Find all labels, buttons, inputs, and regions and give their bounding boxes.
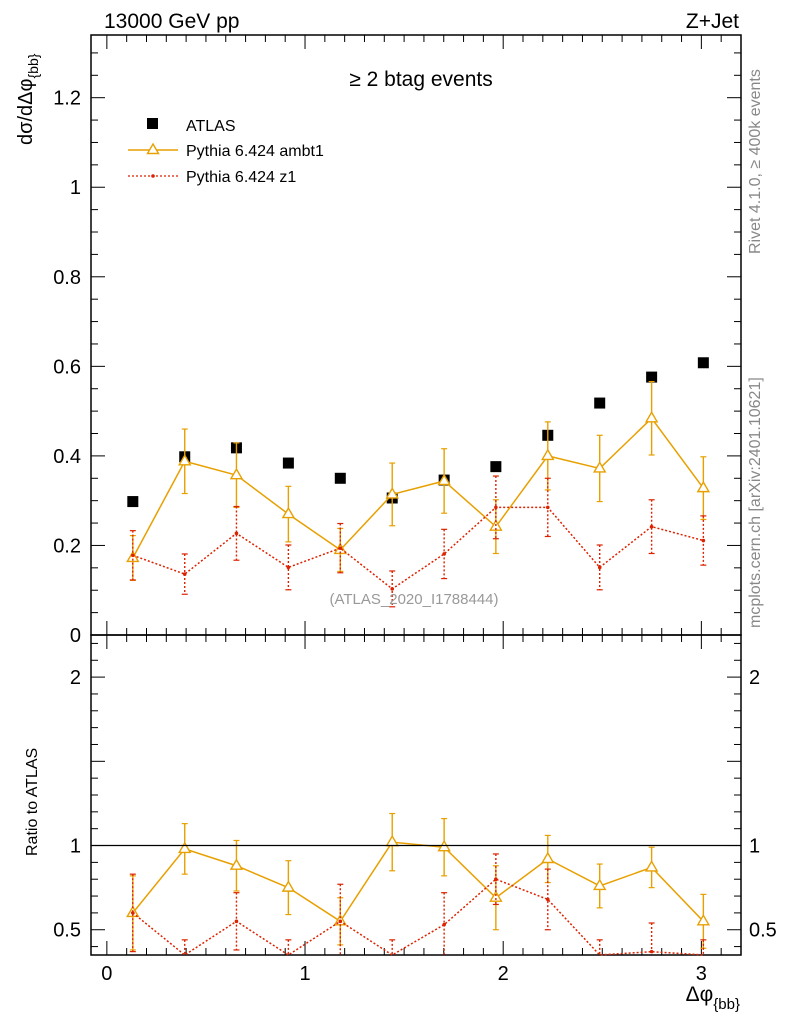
ratio-z1-point (494, 877, 498, 882)
legend-marker-atlas (147, 118, 158, 129)
ambt1-point (229, 467, 244, 480)
header-right: Z+Jet (686, 10, 739, 33)
y-axis-label: dσ/dΔφ{bb} (15, 53, 41, 145)
header-left: 13000 GeV pp (104, 10, 239, 33)
y-tick-label: 0.2 (53, 535, 81, 557)
ratio-y-tick-label: 2 (70, 667, 81, 689)
ambt1-point (592, 461, 607, 473)
ratio-line (132, 841, 704, 923)
ratio-y-tick-label: 0.5 (53, 920, 81, 942)
side-label-top: Rivet 4.1.0, ≥ 400k events (747, 69, 764, 254)
y-tick-label: 0 (70, 625, 81, 647)
axis-tick-labels: 0 1 2 3 0 0.2 0.4 0.6 0.8 1 1.2 0.5 0.5 1 1 2 2 (53, 88, 777, 985)
ambt1-point (541, 448, 555, 461)
x-axis-label: Δφ{bb} (686, 983, 740, 1013)
ratio-ambt1-point (281, 880, 296, 892)
ratio-y-tick-label-right: 1 (749, 836, 760, 858)
series-layer (126, 357, 711, 956)
x-tick-label: 2 (498, 963, 509, 985)
ratio-ambt1-point (644, 860, 659, 872)
series-1 (126, 380, 711, 951)
y-axis-label-main: dσ/dΔφ (15, 78, 37, 145)
ratio-panel-frame (90, 634, 742, 956)
legend: ATLAS Pythia 6.424 ambt1 Pythia 6.424 z1 (128, 118, 324, 186)
ratio-z1-point (131, 911, 135, 915)
z1-point (286, 565, 291, 570)
axis-ticks (91, 35, 741, 955)
y-tick-label: 0.8 (53, 267, 81, 289)
atlas-point (334, 472, 346, 484)
z1-point (545, 505, 550, 510)
legend-label-ambt1: Pythia 6.424 ambt1 (186, 143, 324, 160)
ambt1-point (644, 410, 659, 423)
z1-point (649, 524, 654, 529)
ratio-z1-point (338, 919, 343, 924)
ratio-ambt1-point (541, 851, 555, 864)
atlas-point (594, 397, 606, 409)
legend-label-atlas: ATLAS (186, 118, 236, 135)
ratio-ambt1-point (385, 834, 399, 847)
z1-point (131, 553, 135, 558)
x-axis-label-sub: {bb} (713, 996, 740, 1013)
z1-point (494, 505, 498, 510)
legend-label-z1: Pythia 6.424 z1 (186, 169, 296, 186)
z1-point (234, 531, 239, 536)
ratio-z1-point (545, 897, 550, 902)
ambt1-point (437, 473, 451, 486)
series-0 (127, 357, 709, 508)
ratio-z1-point (234, 919, 239, 924)
ratio-y-tick-label: 1 (70, 836, 81, 858)
ratio-ambt1-point (592, 878, 607, 891)
svg-text:dσ/dΔφ{bb}: dσ/dΔφ{bb} (15, 53, 41, 145)
ratio-line (132, 878, 704, 956)
ratio-ambt1-point (229, 858, 244, 870)
series-line (132, 506, 704, 590)
ratio-ambt1-point (489, 890, 503, 902)
atlas-point (646, 371, 658, 383)
atlas-point (490, 461, 502, 473)
z1-point (701, 538, 706, 543)
y-tick-label: 0.6 (53, 356, 81, 378)
ambt1-point (281, 506, 296, 519)
z1-point (390, 587, 395, 591)
ratio-y-axis-label: Ratio to ATLAS (24, 748, 41, 856)
y-tick-label: 0.4 (53, 446, 81, 468)
y-tick-label: 1.2 (53, 88, 81, 110)
series-line (132, 417, 704, 559)
z1-point (338, 546, 343, 550)
watermark: (ATLAS_2020_I1788444) (329, 591, 498, 608)
z1-point (182, 572, 187, 576)
x-axis-label-main: Δφ (686, 983, 714, 1006)
legend-marker-z1 (151, 174, 155, 178)
x-tick-label: 1 (299, 963, 310, 985)
ambt1-point (178, 453, 192, 466)
ratio-z1-point (649, 949, 654, 954)
legend-marker-ambt1 (146, 142, 160, 155)
z1-point (442, 552, 446, 556)
ratio-y-tick-label-right: 0.5 (749, 920, 777, 942)
ratio-z1-point (442, 922, 446, 927)
y-tick-label: 1 (70, 177, 81, 199)
z1-point (597, 565, 602, 570)
y-axis-label-sub: {bb} (25, 53, 41, 78)
side-label-bottom: mcplots.cern.ch [arXiv:2401.10621] (747, 377, 764, 628)
panel-title: ≥ 2 btag events (349, 68, 492, 91)
atlas-point (697, 357, 709, 369)
ratio-ambt1-point (696, 913, 711, 926)
x-tick-label: 0 (101, 963, 112, 985)
ambt1-point (696, 480, 711, 493)
ratio-ambt1-point (178, 841, 192, 854)
ratio-y-tick-label-right: 2 (749, 667, 760, 689)
atlas-point (282, 457, 294, 469)
series-2 (129, 475, 707, 956)
x-tick-label: 3 (696, 963, 707, 985)
atlas-point (127, 496, 139, 508)
ambt1-point (385, 487, 399, 499)
